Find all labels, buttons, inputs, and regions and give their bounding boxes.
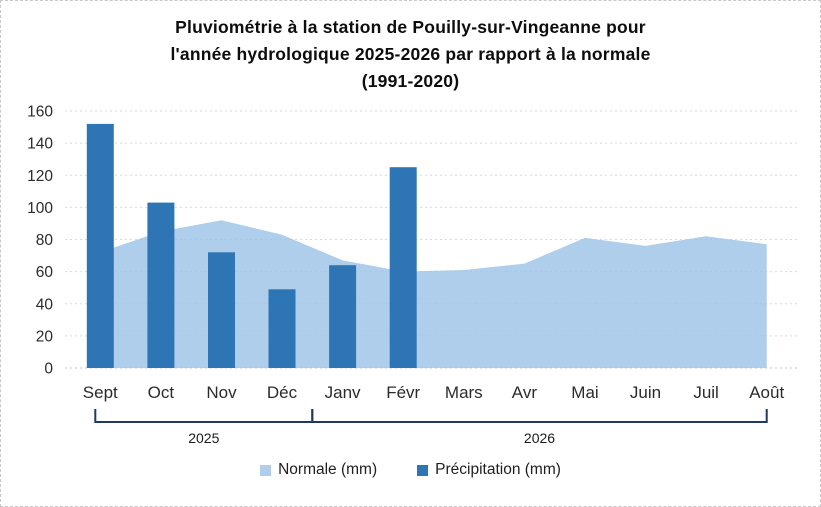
y-axis-tick-label: 40 — [36, 296, 54, 313]
chart-title: Pluviométrie à la station de Pouilly-sur… — [170, 17, 651, 91]
legend-marker-normale-icon — [260, 464, 272, 476]
y-axis-tick-label: 140 — [27, 136, 53, 153]
precipitation-bar — [147, 202, 175, 368]
legend-label-normale: Normale (mm) — [278, 461, 378, 478]
x-axis-label: Juil — [693, 383, 719, 402]
x-axis-label: Mai — [571, 383, 598, 402]
precipitation-bar — [389, 167, 417, 368]
x-axis-label: Sept — [83, 383, 118, 402]
x-axis-label: Mars — [445, 383, 483, 402]
precipitation-bar — [86, 123, 114, 369]
y-axis-tick-label: 120 — [27, 168, 53, 185]
y-axis-tick-label: 60 — [36, 264, 54, 281]
y-axis-tick-label: 160 — [27, 104, 53, 121]
x-axis-label: Août — [749, 383, 784, 402]
x-axis-label: Oct — [148, 383, 175, 402]
y-axis-tick-label: 0 — [44, 361, 53, 378]
year-bracket — [311, 409, 768, 423]
x-axis-label: Févr — [386, 383, 420, 402]
normale-area-series — [100, 220, 767, 368]
y-axis-tick-label: 20 — [36, 328, 54, 345]
legend-item-precipitation: Précipitation (mm) — [417, 461, 561, 479]
precipitation-bar — [268, 289, 296, 368]
x-axis-label: Déc — [267, 383, 298, 402]
precipitation-bar — [329, 265, 357, 368]
y-axis-tick-label: 100 — [27, 200, 53, 217]
legend-item-normale: Normale (mm) — [260, 461, 377, 479]
legend: Normale (mm) Précipitation (mm) — [1, 457, 820, 483]
year-group-label: 2026 — [524, 430, 555, 446]
year-group-label: 2025 — [188, 430, 219, 446]
plot-area: 0 20 40 60 80 100 120 140 160 Sept Oct Nov Déc Janv Fé… — [27, 104, 797, 446]
precipitation-bar — [208, 252, 235, 368]
x-axis-label: Juin — [630, 383, 661, 402]
legend-label-precipitation: Précipitation (mm) — [435, 461, 561, 478]
y-axis-tick-label: 80 — [36, 232, 54, 249]
x-axis-label: Avr — [512, 383, 538, 402]
x-axis-label: Janv — [325, 383, 361, 402]
x-axis-label: Nov — [206, 383, 237, 402]
year-bracket — [94, 409, 314, 423]
legend-marker-precipitation-icon — [417, 464, 429, 476]
